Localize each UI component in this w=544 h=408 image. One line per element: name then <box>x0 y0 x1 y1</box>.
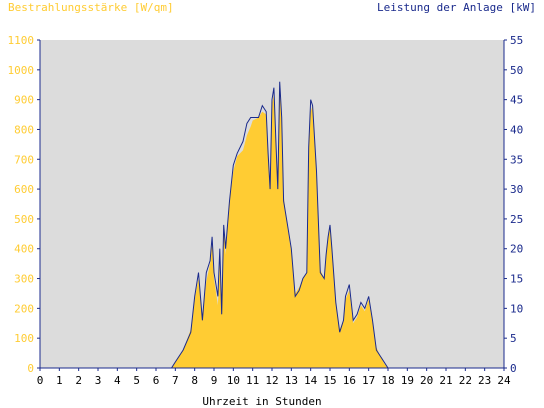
right-tick-label: 50 <box>510 64 523 77</box>
left-axis-title: Bestrahlungsstärke [W/qm] <box>8 1 174 14</box>
left-tick-label: 100 <box>14 332 34 345</box>
x-tick-label: 3 <box>95 374 102 387</box>
left-tick-label: 0 <box>27 362 34 375</box>
x-tick-label: 24 <box>497 374 511 387</box>
x-tick-label: 18 <box>381 374 394 387</box>
left-tick-label: 200 <box>14 302 34 315</box>
left-tick-label: 1000 <box>8 64 35 77</box>
right-tick-label: 30 <box>510 183 523 196</box>
x-tick-label: 5 <box>133 374 140 387</box>
power-line <box>40 81 504 369</box>
left-y-axis: 0 100 200 300 400 500 600 700 800 900 1000 1100 <box>8 34 40 375</box>
right-tick-label: 45 <box>510 94 523 107</box>
left-tick-label: 600 <box>14 183 34 196</box>
x-tick-label: 14 <box>304 374 318 387</box>
x-tick-label: 22 <box>459 374 472 387</box>
right-tick-label: 15 <box>510 273 523 286</box>
x-tick-label: 13 <box>285 374 298 387</box>
x-tick-label: 12 <box>265 374 278 387</box>
x-tick-label: 10 <box>227 374 240 387</box>
right-tick-label: 5 <box>510 332 517 345</box>
right-tick-label: 40 <box>510 123 523 136</box>
right-tick-label: 20 <box>510 243 523 256</box>
right-axis-title: Leistung der Anlage [kW] <box>377 1 536 14</box>
right-y-axis: 0 5 10 15 20 25 30 35 40 45 50 55 <box>504 34 523 375</box>
x-tick-label: 1 <box>56 374 63 387</box>
x-tick-label: 7 <box>172 374 179 387</box>
left-tick-label: 700 <box>14 153 34 166</box>
left-tick-label: 300 <box>14 273 34 286</box>
left-tick-label: 400 <box>14 243 34 256</box>
x-tick-label: 21 <box>439 374 452 387</box>
x-tick-label: 16 <box>343 374 356 387</box>
irradiance-area <box>40 87 504 368</box>
x-tick-label: 23 <box>478 374 491 387</box>
x-axis-title: Uhrzeit in Stunden <box>202 395 321 408</box>
x-tick-label: 8 <box>191 374 198 387</box>
x-tick-label: 20 <box>420 374 433 387</box>
x-tick-label: 17 <box>362 374 375 387</box>
left-tick-label: 800 <box>14 123 34 136</box>
x-tick-label: 0 <box>37 374 44 387</box>
left-tick-label: 900 <box>14 94 34 107</box>
left-tick-label: 1100 <box>8 34 35 47</box>
right-tick-label: 10 <box>510 302 523 315</box>
right-tick-label: 0 <box>510 362 517 375</box>
x-tick-label: 15 <box>323 374 336 387</box>
left-tick-label: 500 <box>14 213 34 226</box>
x-tick-label: 6 <box>153 374 160 387</box>
x-tick-label: 9 <box>211 374 218 387</box>
right-tick-label: 25 <box>510 213 523 226</box>
right-tick-label: 55 <box>510 34 523 47</box>
x-tick-label: 11 <box>246 374 259 387</box>
x-tick-label: 2 <box>75 374 82 387</box>
x-tick-label: 19 <box>401 374 414 387</box>
x-tick-label: 4 <box>114 374 121 387</box>
x-axis: 0 1 2 3 4 5 6 7 8 9 10 11 12 13 14 15 16 17 18 19 20 21 22 23 24 <box>37 368 511 387</box>
right-tick-label: 35 <box>510 153 523 166</box>
